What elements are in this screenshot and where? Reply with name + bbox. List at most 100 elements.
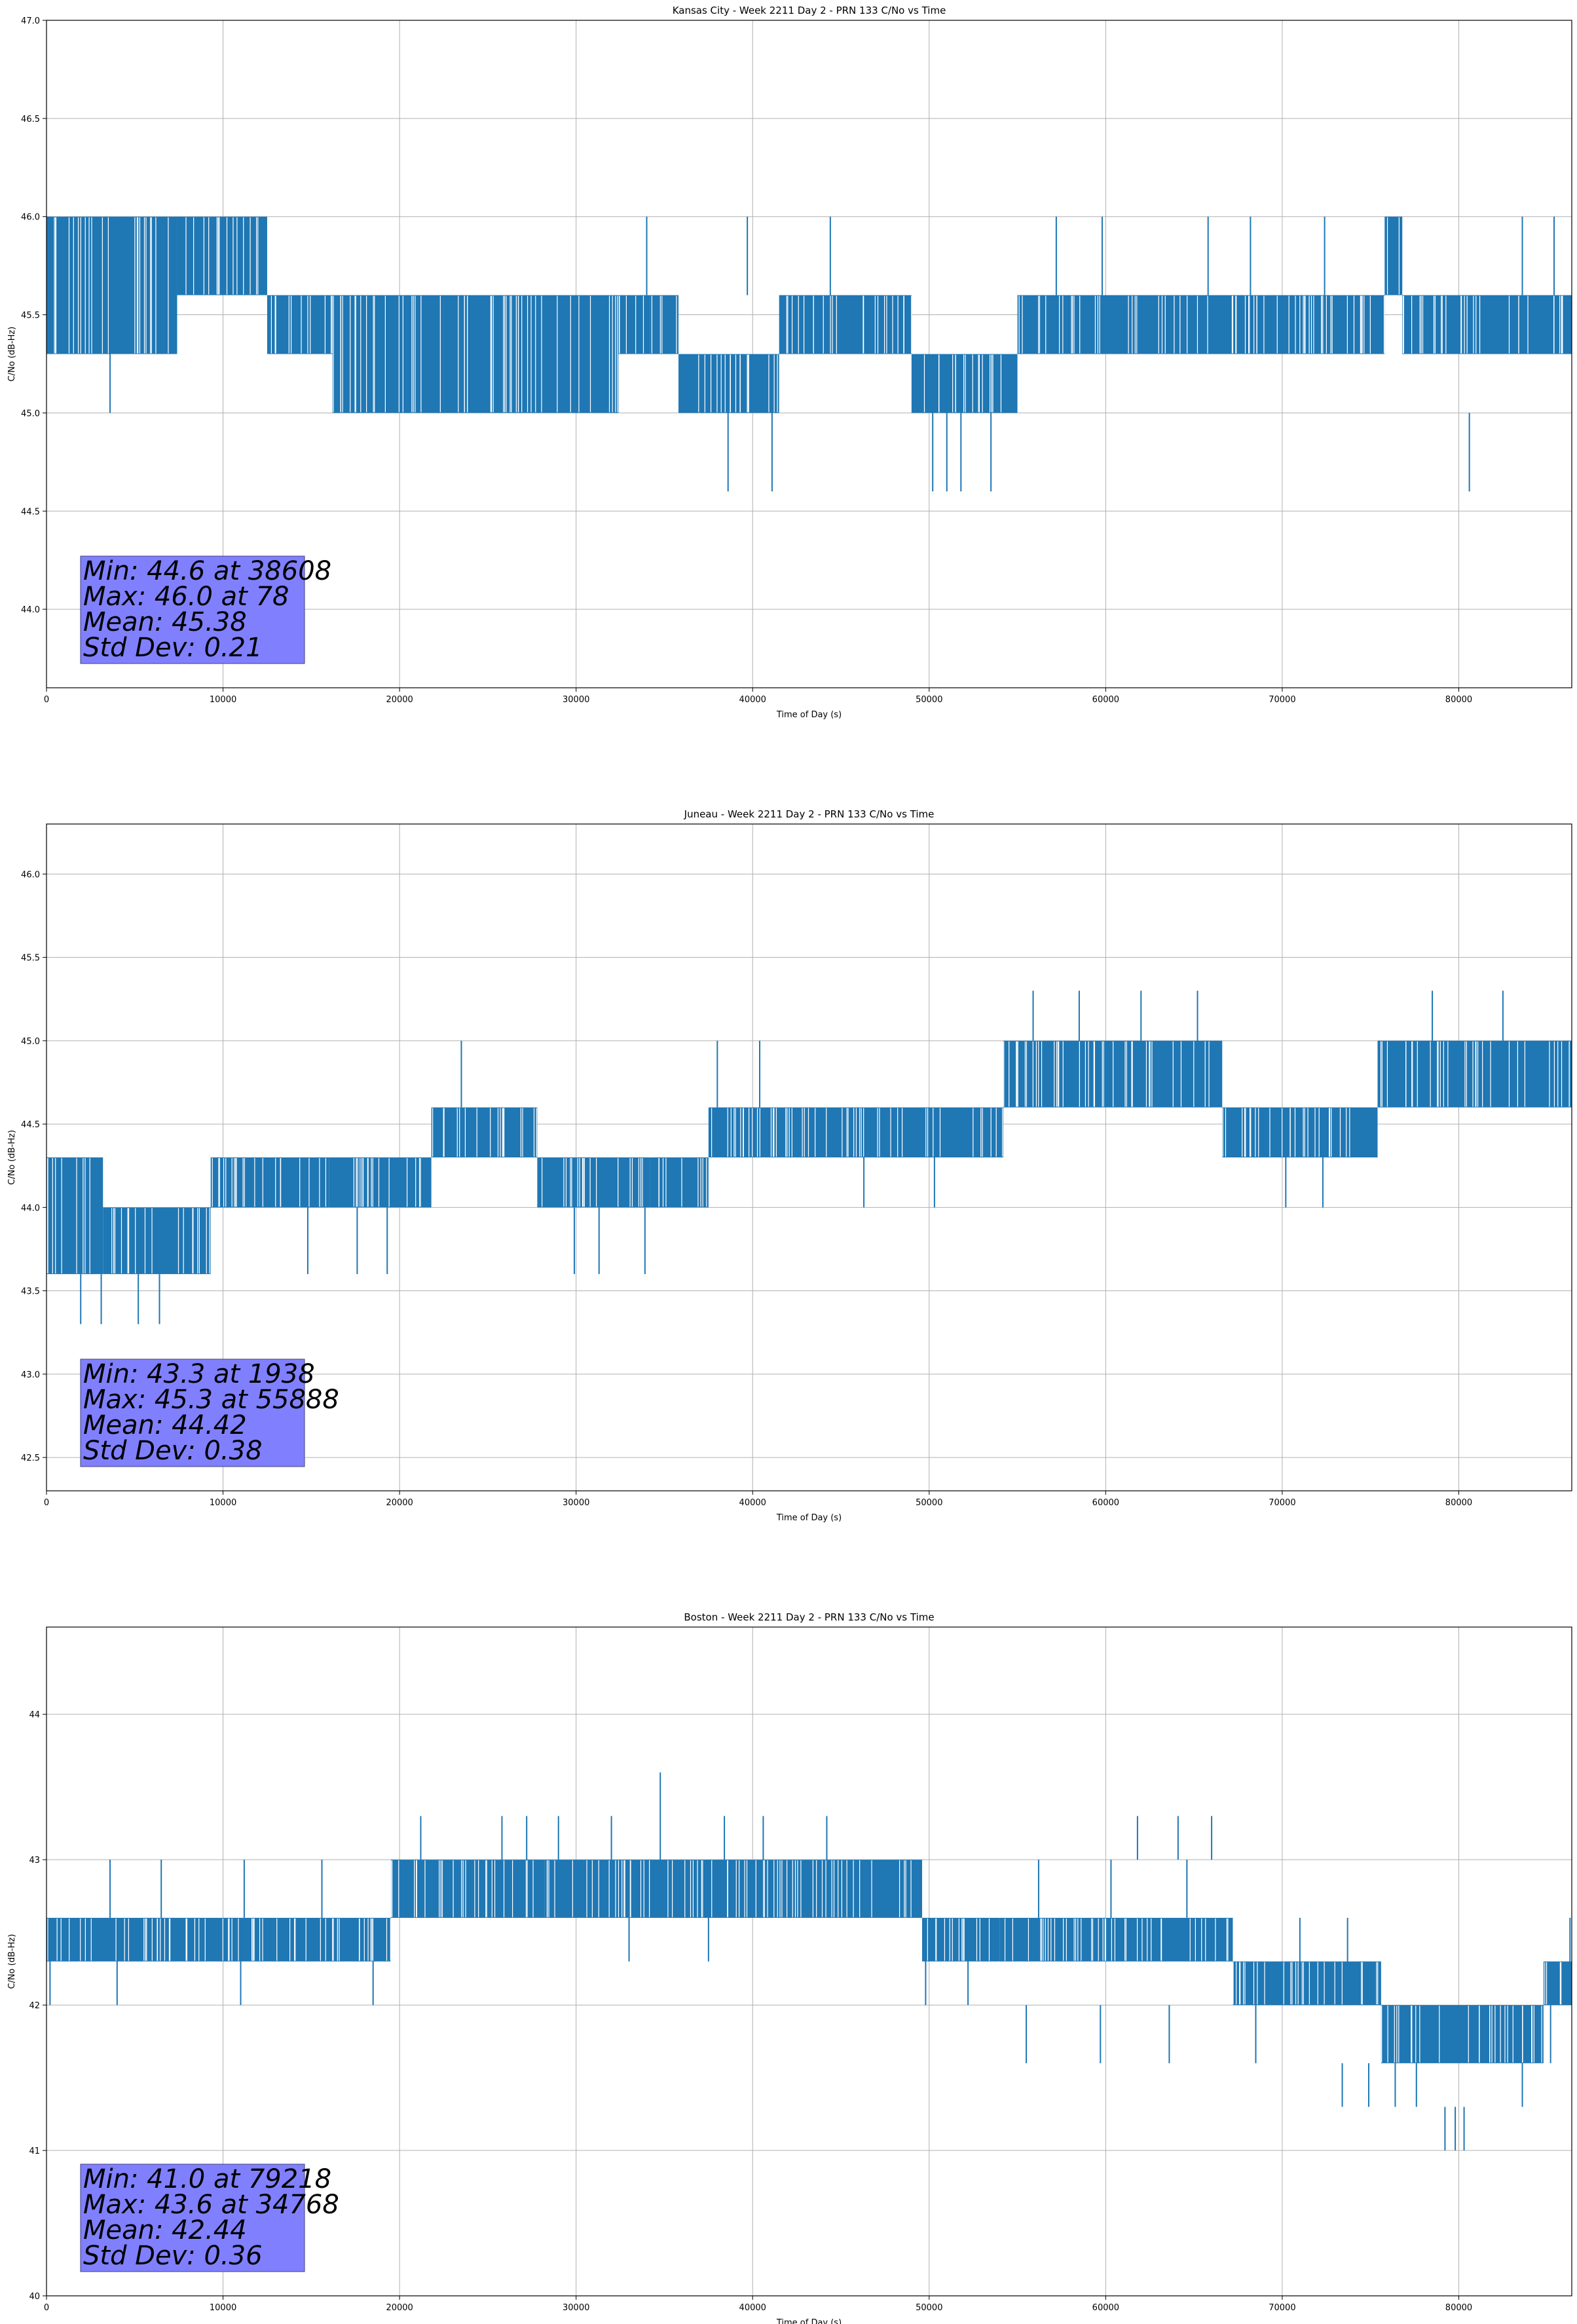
stats-line: Mean: 44.42: [83, 1410, 247, 1440]
data-band: [544, 1860, 774, 1918]
x-tick-label: 0: [44, 695, 49, 705]
data-band: [431, 1107, 538, 1157]
data-band: [1222, 1107, 1378, 1157]
x-tick-label: 60000: [1092, 1498, 1119, 1508]
data-band: [922, 1917, 1000, 1962]
y-tick-label: 45.0: [21, 409, 40, 419]
chart-panel: 0 10000 20000 30000 40000 50000 60000 70000 8000…: [7, 1611, 1572, 2324]
data-band: [210, 1157, 329, 1208]
y-tick-label: 45.5: [21, 954, 40, 964]
data-band: [650, 295, 679, 354]
data-band: [1543, 1961, 1572, 2006]
y-axis-label: C/No (dB-Hz): [7, 1130, 17, 1185]
x-tick-label: 70000: [1269, 1498, 1295, 1508]
x-tick-label: 50000: [916, 2303, 942, 2313]
data-band: [779, 295, 912, 354]
x-tick-label: 40000: [739, 2303, 766, 2313]
y-tick-label: 43.5: [21, 1287, 40, 1297]
stats-line: Std Dev: 0.36: [83, 2241, 263, 2271]
stats-line: Mean: 45.38: [83, 607, 247, 637]
data-band: [773, 1860, 923, 1918]
chart-title: Juneau - Week 2211 Day 2 - PRN 133 C/No …: [684, 808, 935, 820]
data-band: [999, 1917, 1233, 1962]
x-tick-label: 30000: [563, 1498, 589, 1508]
y-tick-label: 46.5: [21, 115, 40, 124]
x-axis-label: Time of Day (s): [776, 1513, 842, 1523]
data-band: [1377, 1040, 1572, 1108]
y-tick-label: 44.0: [21, 605, 40, 615]
x-tick-label: 50000: [916, 695, 942, 705]
x-tick-label: 20000: [386, 2303, 413, 2313]
x-tick-label: 50000: [916, 1498, 942, 1508]
x-tick-label: 20000: [386, 695, 413, 705]
chart-title: Kansas City - Week 2211 Day 2 - PRN 133 …: [673, 5, 946, 16]
x-tick-label: 10000: [210, 695, 236, 705]
x-tick-label: 20000: [386, 1498, 413, 1508]
axes-frame: [46, 823, 1572, 1491]
y-tick-label: 46.0: [21, 870, 40, 880]
stats-box: [80, 1359, 305, 1467]
x-axis-label: Time of Day (s): [776, 2318, 842, 2324]
x-tick-label: 0: [44, 2303, 49, 2313]
axes-frame: [46, 20, 1572, 688]
data-band: [187, 1917, 391, 1962]
stats-line: Min: 43.3 at 1938: [83, 1359, 315, 1389]
data-band: [332, 295, 619, 413]
data-band: [1402, 295, 1572, 354]
data-band: [650, 1157, 709, 1208]
data-band: [177, 216, 267, 295]
y-tick-label: 44.5: [21, 507, 40, 517]
y-tick-label: 46.0: [21, 213, 40, 223]
x-tick-label: 40000: [739, 695, 766, 705]
stats-box: [80, 555, 305, 664]
y-tick-label: 41: [29, 2146, 40, 2156]
chart-title: Boston - Week 2211 Day 2 - PRN 133 C/No …: [684, 1611, 934, 1623]
data-series: [46, 1772, 1572, 2151]
x-tick-label: 60000: [1092, 695, 1119, 705]
data-band: [390, 1860, 545, 1918]
x-tick-label: 80000: [1445, 2303, 1472, 2313]
x-tick-label: 80000: [1445, 1498, 1472, 1508]
x-axis-label: Time of Day (s): [776, 710, 842, 720]
y-tick-label: 45.5: [21, 311, 40, 321]
x-tick-label: 60000: [1092, 2303, 1119, 2313]
data-band: [911, 354, 1018, 413]
y-tick-label: 42: [29, 2001, 40, 2011]
data-band: [329, 1157, 432, 1208]
x-tick-label: 10000: [210, 2303, 236, 2313]
stats-line: Max: 46.0 at 78: [83, 582, 289, 612]
y-tick-label: 43: [29, 1856, 40, 1865]
data-band: [46, 216, 177, 354]
data-series: [46, 216, 1572, 492]
data-band: [1233, 1961, 1381, 2006]
stats-line: Min: 44.6 at 38608: [83, 556, 331, 586]
y-axis-label: C/No (dB-Hz): [7, 327, 17, 382]
y-tick-label: 44: [29, 1710, 40, 1720]
data-band: [1381, 2005, 1544, 2063]
y-tick-label: 44.0: [21, 1203, 40, 1213]
data-band: [678, 354, 779, 413]
x-tick-label: 30000: [563, 2303, 589, 2313]
y-tick-label: 45.0: [21, 1037, 40, 1047]
data-band: [618, 295, 650, 354]
data-band: [46, 1917, 188, 1962]
y-tick-label: 44.5: [21, 1120, 40, 1130]
x-tick-label: 10000: [210, 1498, 236, 1508]
axes-frame: [46, 1626, 1572, 2296]
chart-panel: 0 10000 20000 30000 40000 50000 60000 70000 8000…: [7, 5, 1572, 720]
y-tick-label: 40: [29, 2292, 40, 2302]
x-tick-label: 40000: [739, 1498, 766, 1508]
y-tick-label: 47.0: [21, 16, 40, 26]
stats-line: Std Dev: 0.21: [83, 633, 263, 663]
stats-line: Max: 45.3 at 55888: [83, 1385, 339, 1415]
data-band: [267, 295, 333, 354]
x-tick-label: 70000: [1269, 695, 1295, 705]
x-tick-label: 70000: [1269, 2303, 1295, 2313]
y-tick-label: 43.0: [21, 1370, 40, 1380]
x-tick-label: 30000: [563, 695, 589, 705]
data-band: [46, 1157, 103, 1275]
stats-line: Std Dev: 0.38: [83, 1436, 263, 1466]
stats-box: [80, 2164, 305, 2272]
stats-line: Mean: 42.44: [83, 2215, 247, 2245]
data-series: [46, 990, 1572, 1324]
